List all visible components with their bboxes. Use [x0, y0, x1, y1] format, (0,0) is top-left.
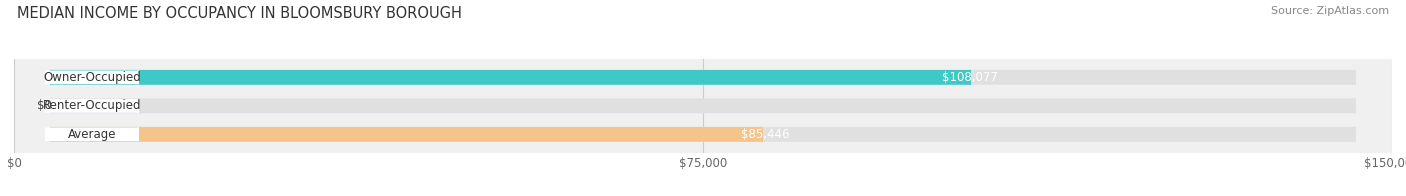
- Text: $108,077: $108,077: [942, 71, 998, 84]
- Text: $85,446: $85,446: [741, 128, 790, 141]
- Text: $0: $0: [37, 99, 52, 112]
- FancyBboxPatch shape: [46, 71, 138, 84]
- FancyBboxPatch shape: [51, 70, 1355, 85]
- FancyBboxPatch shape: [46, 128, 138, 141]
- FancyBboxPatch shape: [46, 99, 138, 113]
- FancyBboxPatch shape: [51, 70, 970, 85]
- Text: MEDIAN INCOME BY OCCUPANCY IN BLOOMSBURY BOROUGH: MEDIAN INCOME BY OCCUPANCY IN BLOOMSBURY…: [17, 6, 461, 21]
- FancyBboxPatch shape: [51, 98, 1355, 113]
- Text: Renter-Occupied: Renter-Occupied: [44, 99, 142, 112]
- FancyBboxPatch shape: [51, 127, 1355, 142]
- Text: Source: ZipAtlas.com: Source: ZipAtlas.com: [1271, 6, 1389, 16]
- FancyBboxPatch shape: [51, 127, 762, 142]
- Text: Average: Average: [67, 128, 117, 141]
- Text: Owner-Occupied: Owner-Occupied: [44, 71, 141, 84]
